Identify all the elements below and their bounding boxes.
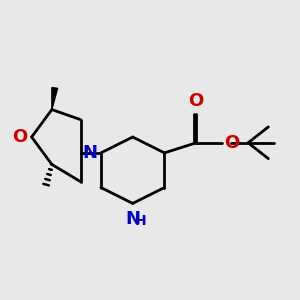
Text: N: N — [82, 144, 97, 162]
Polygon shape — [52, 88, 58, 110]
Text: H: H — [135, 214, 146, 228]
Text: O: O — [224, 134, 240, 152]
Text: N: N — [125, 210, 140, 228]
Text: O: O — [12, 128, 27, 146]
Text: O: O — [189, 92, 204, 110]
